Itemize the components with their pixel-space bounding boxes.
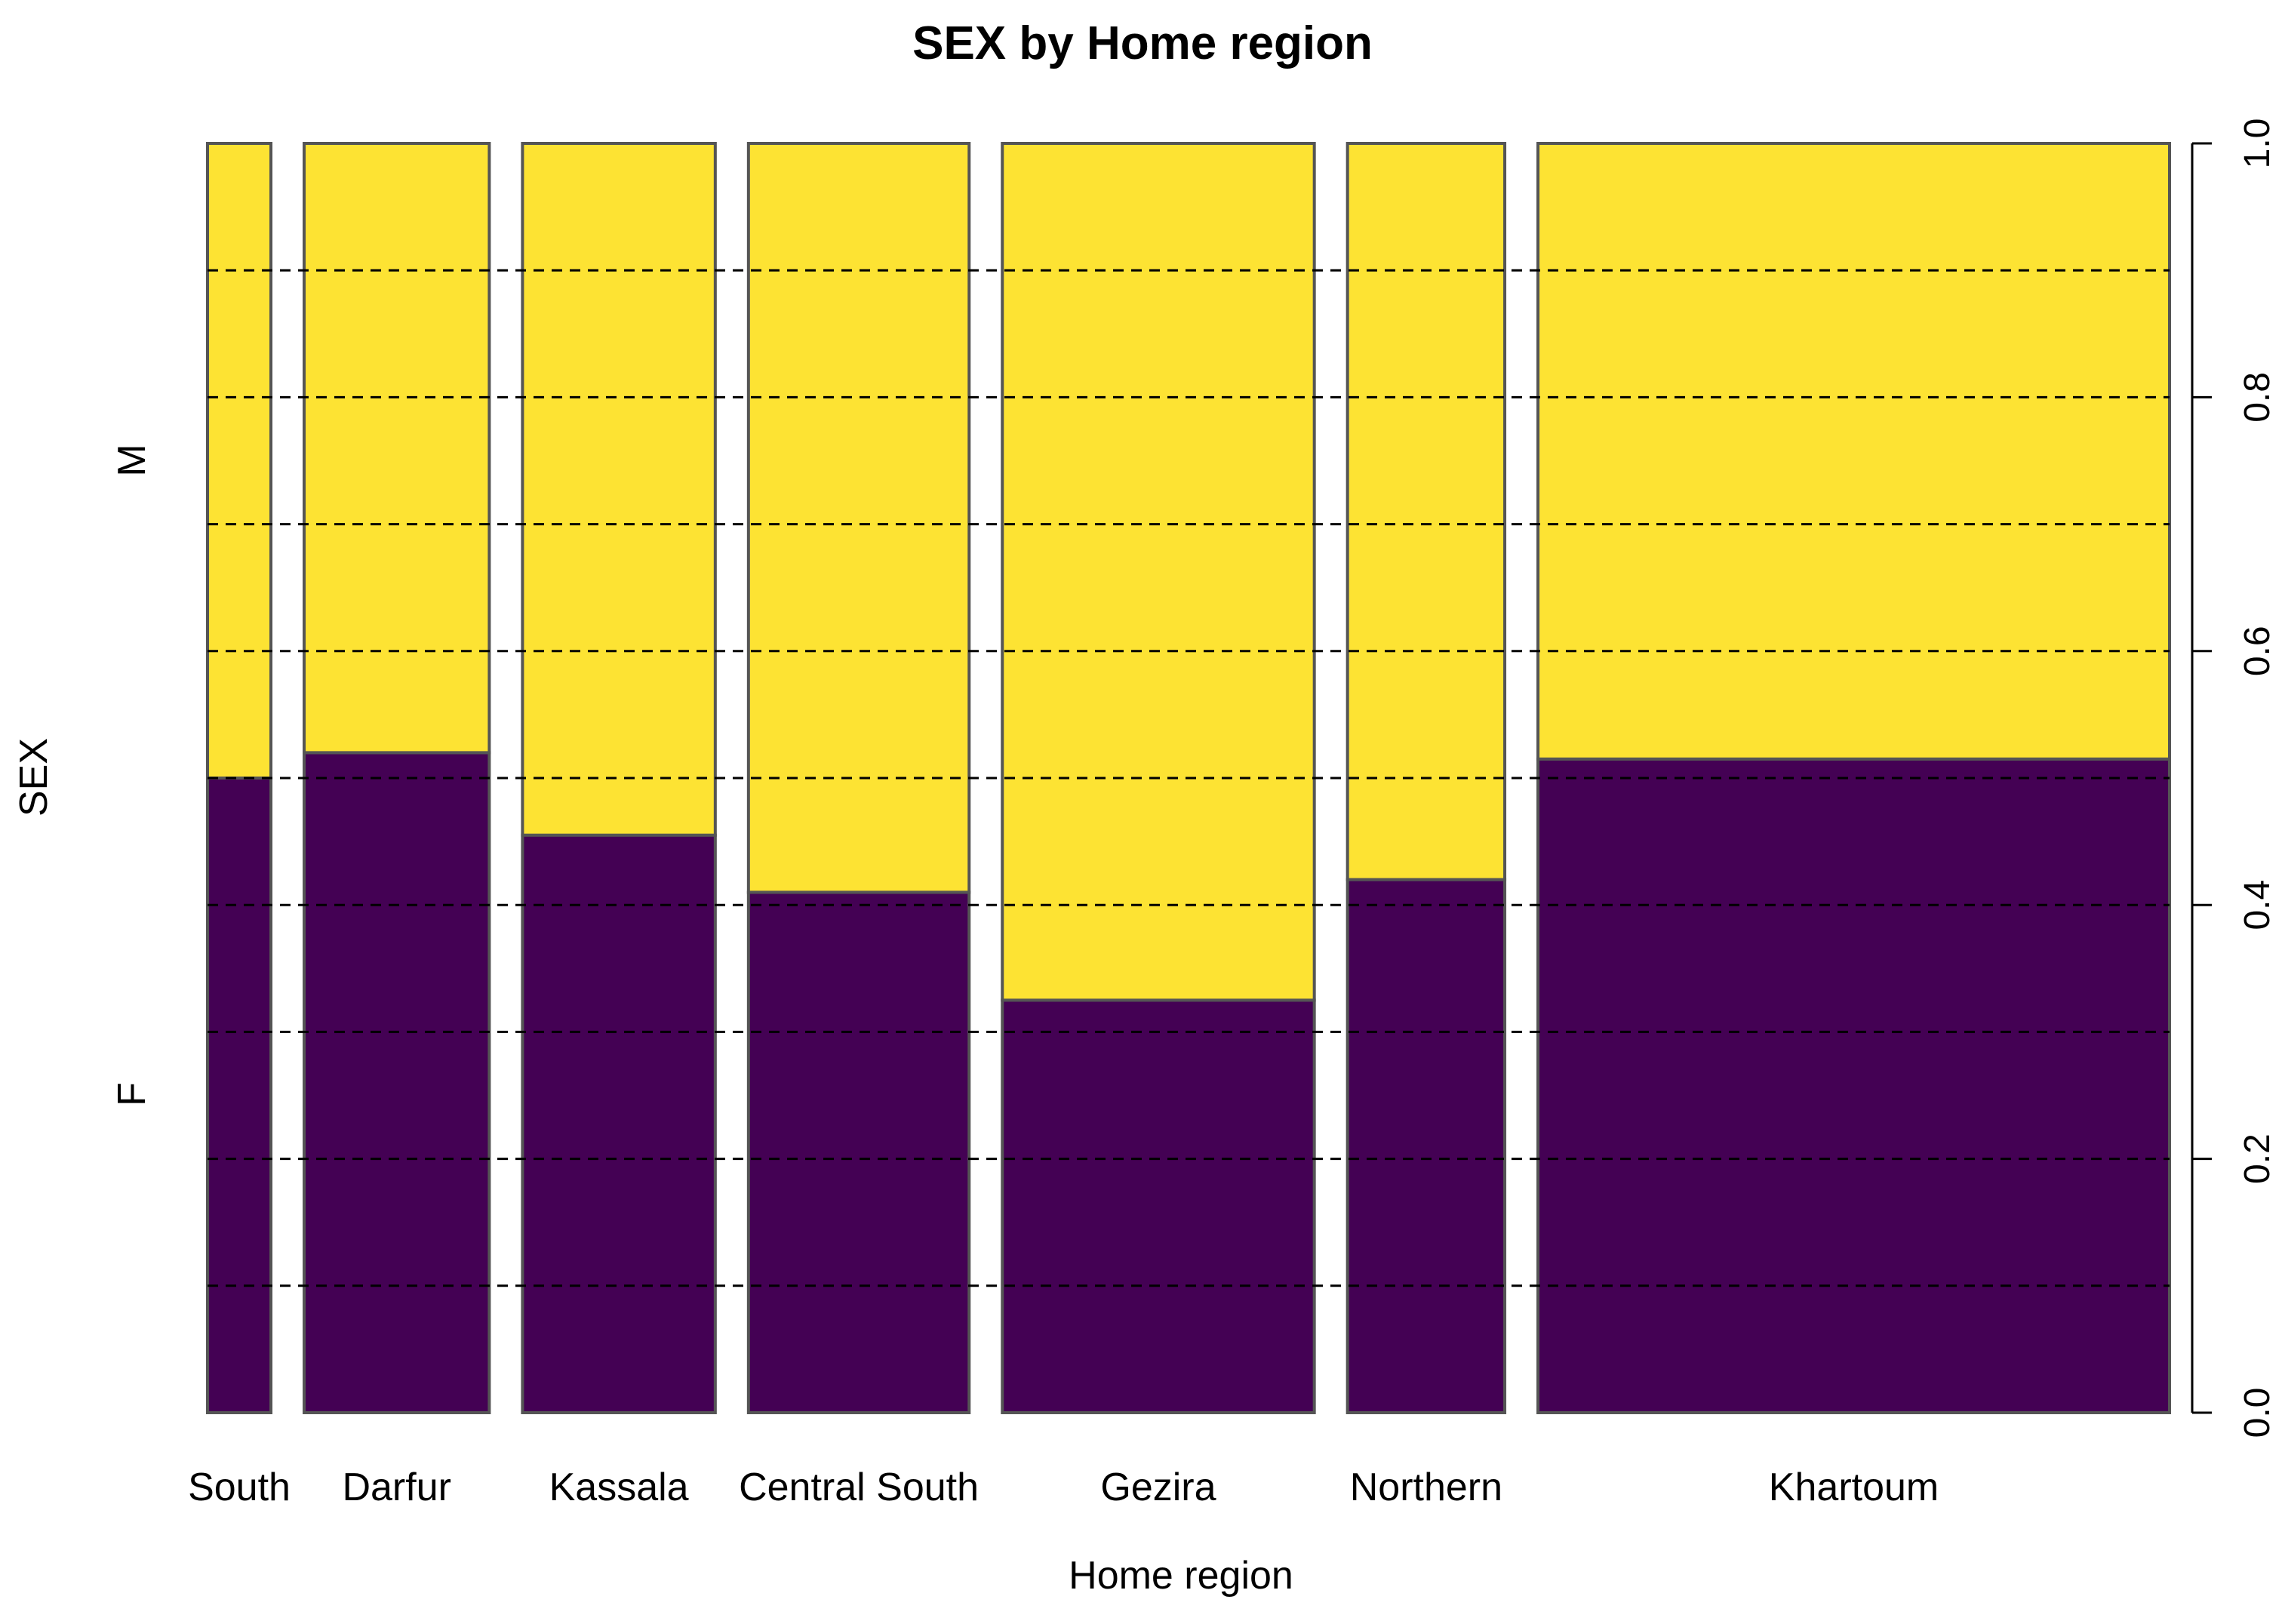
x-tick-label: Central South (739, 1466, 979, 1509)
bar-kassala-f (521, 833, 717, 1414)
y-tick-label: 0.8 (2237, 372, 2277, 423)
x-tick-label: Darfur (342, 1466, 451, 1509)
x-tick-label: Northern (1350, 1466, 1502, 1509)
y-axis-label: SEX (12, 738, 56, 817)
bar-khartoum-m (1536, 142, 2171, 761)
bar-south-m (206, 142, 273, 780)
bar-south-f (206, 777, 273, 1414)
y-tick-label: 0.6 (2237, 626, 2277, 676)
x-tick-label: Khartoum (1769, 1466, 1939, 1509)
y-axis-right: 0.0 0.2 0.4 0.6 0.8 1.0 (2191, 118, 2277, 1438)
bar-darfur-m (303, 142, 491, 755)
bar-central-south-f (746, 890, 971, 1414)
bar-kassala-m (521, 142, 717, 837)
bar-gezira-f (1001, 998, 1316, 1414)
y-tick-label: 0.0 (2237, 1388, 2277, 1438)
left-label-f: F (110, 1082, 154, 1106)
bar-northern-f (1345, 878, 1507, 1415)
x-tick-labels: South Darfur Kassala Central South Gezira Nor… (188, 1466, 1939, 1509)
bar-central-south-m (746, 142, 971, 894)
y-tick-label: 0.2 (2237, 1133, 2277, 1184)
bar-gezira-m (1001, 142, 1316, 1002)
left-label-m: M (110, 444, 154, 476)
chart-title: SEX by Home region (912, 17, 1373, 69)
bar-khartoum-f (1536, 757, 2171, 1414)
y-tick-label: 1.0 (2237, 118, 2277, 169)
x-tick-label: Kassala (549, 1466, 689, 1509)
grid-lines (208, 269, 2170, 1287)
x-tick-label: Gezira (1100, 1466, 1216, 1509)
bar-darfur-f (303, 751, 491, 1414)
bar-northern-m (1345, 142, 1507, 881)
x-tick-label: South (188, 1466, 291, 1509)
y-tick-label: 0.4 (2237, 880, 2277, 930)
x-axis-label: Home region (1069, 1554, 1293, 1598)
